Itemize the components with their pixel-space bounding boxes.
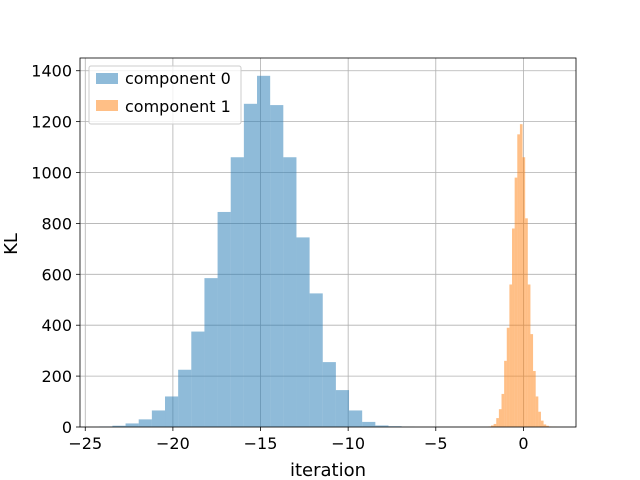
- y-tick-label: 1200: [31, 113, 72, 132]
- histogram-bar-component-1: [533, 371, 536, 427]
- x-tick-label: −25: [68, 434, 102, 453]
- histogram-bar-component-0: [138, 419, 152, 427]
- histogram-bar-component-0: [191, 331, 205, 427]
- histogram-bar-component-1: [517, 134, 520, 427]
- histogram-bar-component-1: [535, 396, 539, 427]
- histogram-bar-component-0: [112, 425, 126, 427]
- y-tick-label: 1000: [31, 164, 72, 183]
- histogram-bar-component-1: [543, 424, 547, 427]
- histogram-bar-component-1: [512, 228, 515, 427]
- legend-label-component-0: component 0: [125, 69, 231, 88]
- histogram-bar-component-1: [546, 425, 549, 427]
- histogram-bar-component-1: [493, 423, 497, 427]
- histogram-bar-component-1: [509, 284, 513, 427]
- legend-label-component-1: component 1: [125, 97, 231, 116]
- y-tick-label: 0: [62, 418, 72, 437]
- y-axis-label: KL: [1, 233, 22, 255]
- histogram-bar-component-0: [151, 410, 166, 427]
- x-tick-label: −5: [424, 434, 448, 453]
- histogram-bar-component-0: [204, 278, 218, 427]
- histogram-bar-component-1: [538, 411, 541, 427]
- y-tick-label: 1400: [31, 62, 72, 81]
- legend: component 0 component 1: [88, 65, 242, 125]
- histogram-bar-component-0: [230, 157, 244, 427]
- histogram-bars: [99, 75, 557, 428]
- histogram-bar-component-0: [270, 105, 284, 427]
- histogram-bar-component-0: [349, 410, 363, 427]
- histogram-bar-component-0: [243, 103, 258, 428]
- histogram-bar-component-1: [540, 420, 544, 427]
- histogram-bar-component-1: [496, 418, 499, 427]
- y-tick-label: 200: [41, 367, 72, 386]
- plot-frame: [79, 57, 577, 428]
- legend-frame: [88, 65, 242, 125]
- histogram-bar-component-1: [514, 177, 518, 427]
- histogram-bar-component-0: [165, 396, 179, 427]
- histogram-bar-component-1: [522, 157, 526, 427]
- x-tick-label: −20: [156, 434, 190, 453]
- histogram-bar-component-1: [527, 284, 531, 427]
- histogram-bar-component-0: [217, 211, 231, 427]
- legend-swatch-component-0: [96, 73, 118, 84]
- histogram-bar-component-0: [362, 421, 376, 427]
- histogram-bar-component-0: [335, 390, 350, 427]
- histogram-bar-component-0: [283, 157, 297, 427]
- y-tick-label: 600: [41, 265, 72, 284]
- y-tick-label: 400: [41, 316, 72, 335]
- histogram-bar-component-1: [504, 360, 507, 427]
- histogram-bar-component-1: [525, 218, 528, 427]
- axes: [79, 57, 577, 428]
- histogram-bar-component-1: [501, 393, 505, 427]
- histogram-bar-component-0: [178, 369, 192, 427]
- histogram-bar-component-1: [519, 124, 523, 427]
- x-tick-label: −10: [331, 434, 365, 453]
- histogram-bar-component-1: [530, 334, 534, 427]
- histogram-bar-component-1: [490, 425, 494, 427]
- legend-swatch-component-1: [96, 100, 118, 111]
- histogram-bar-component-1: [506, 327, 510, 427]
- y-tick-label: 800: [41, 214, 72, 233]
- histogram-bar-component-0: [257, 75, 271, 428]
- histogram-bar-component-0: [375, 425, 389, 427]
- histogram-bar-component-0: [309, 293, 323, 427]
- histogram-bar-component-0: [322, 362, 336, 427]
- x-tick-label: 0: [518, 434, 528, 453]
- histogram-bar-component-1: [498, 409, 502, 427]
- tick-marks: −25 −20 −15 −10 −5 0 0 200 400 600 800 1000 1200 1400: [31, 62, 528, 453]
- x-tick-label: −15: [244, 434, 278, 453]
- x-axis-label: iteration: [290, 460, 366, 480]
- histogram-bar-component-0: [296, 237, 310, 427]
- histogram-bar-component-0: [125, 423, 139, 427]
